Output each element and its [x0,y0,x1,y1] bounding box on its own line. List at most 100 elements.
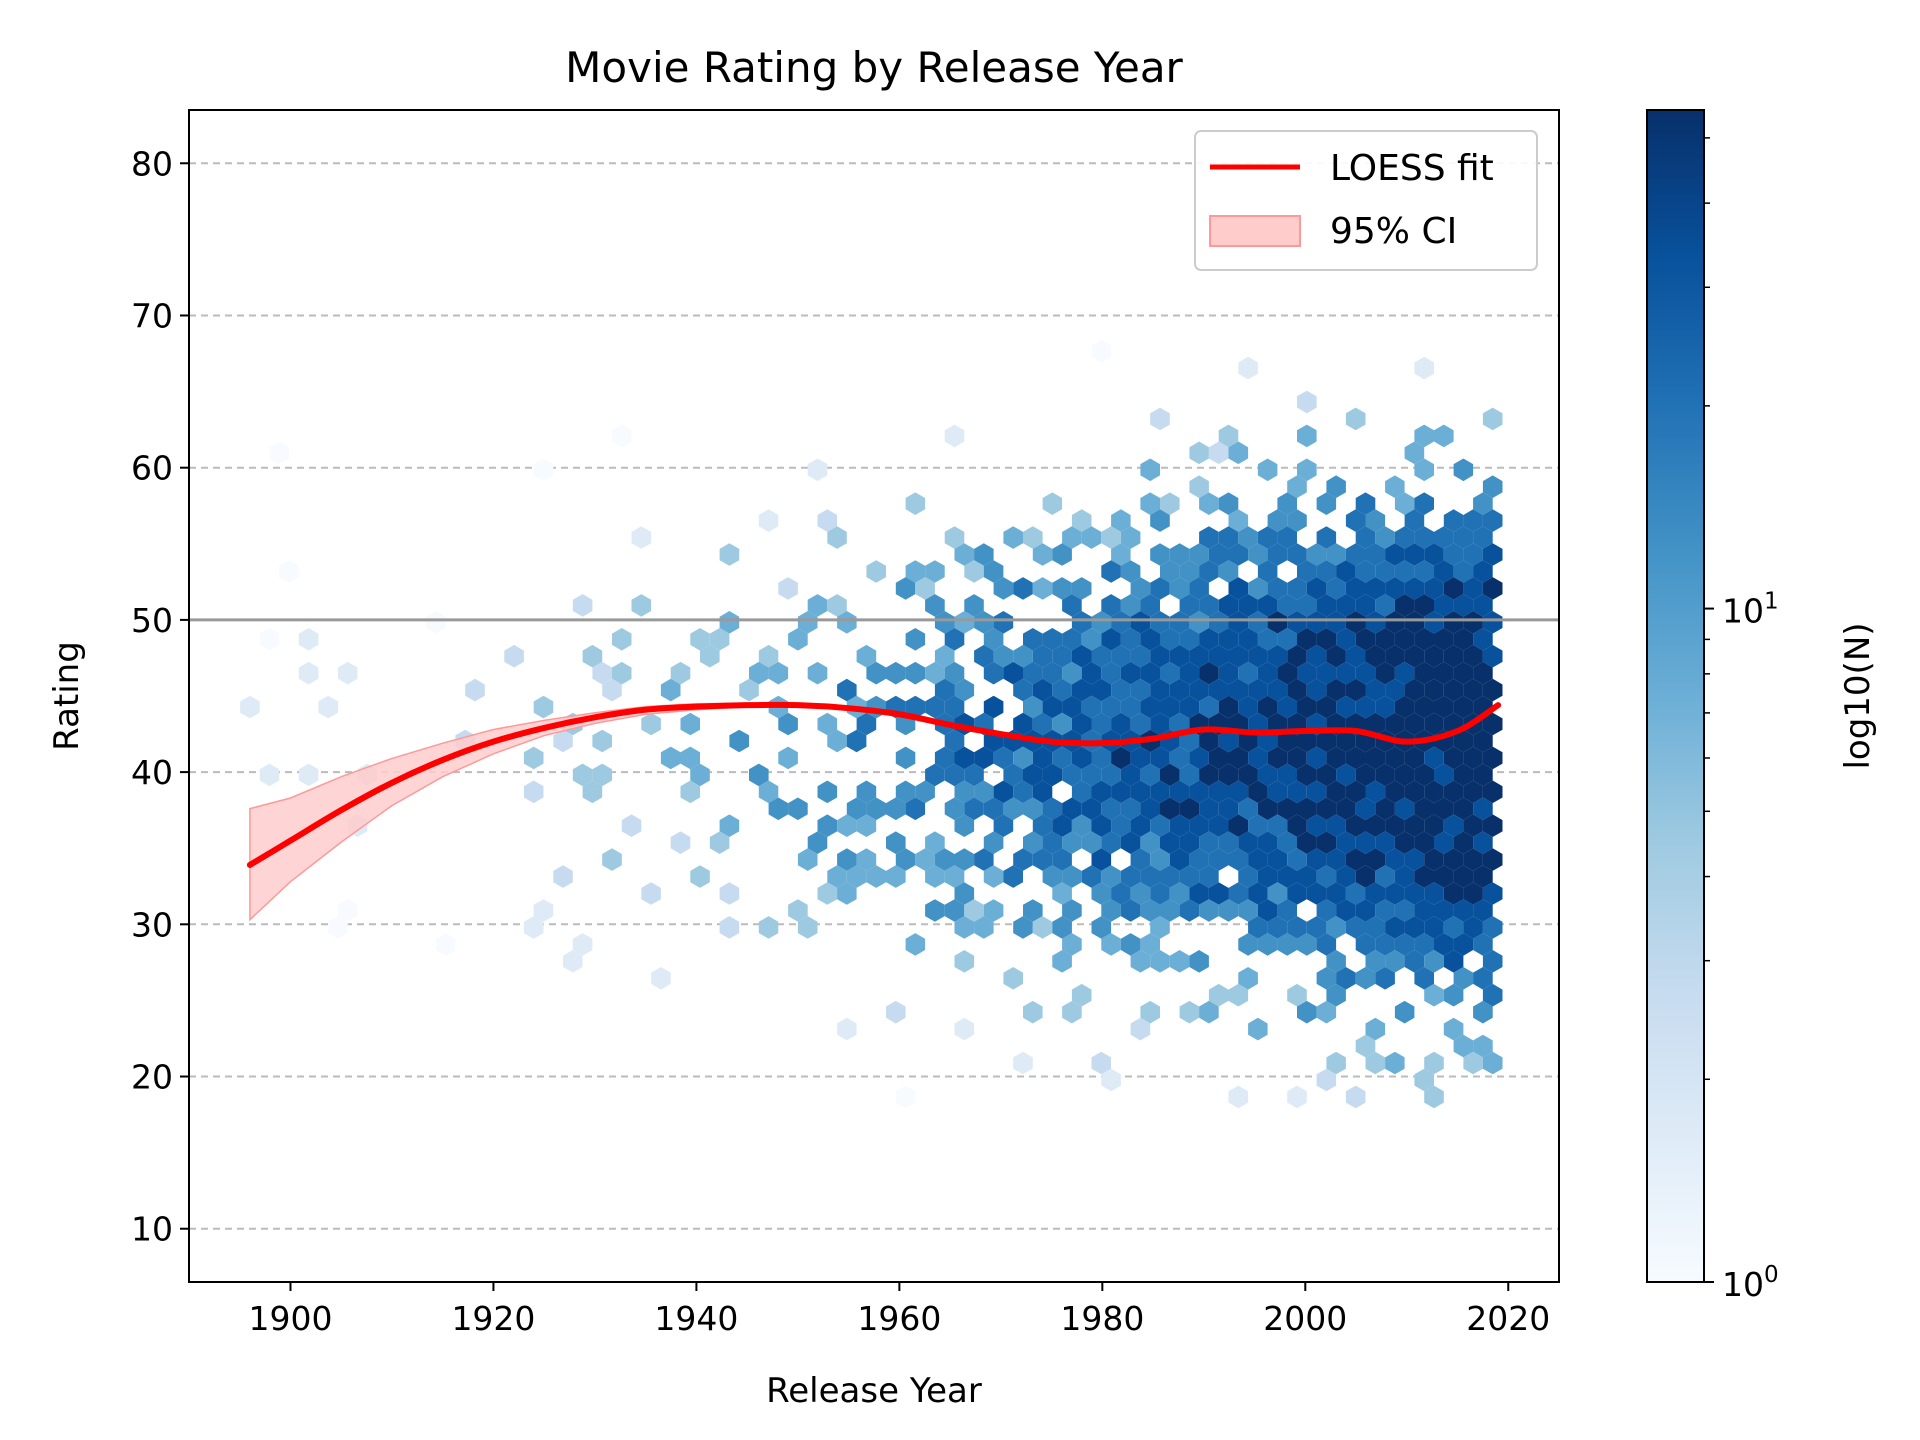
hexbin-cell [1424,611,1444,634]
hexbin-cell [1434,695,1454,719]
hexbin-cell [1140,661,1160,685]
hexbin-cell [621,814,642,837]
hexbin-cell [983,797,1004,821]
y-tick-label: 70 [131,296,173,335]
hexbin-cell [1228,509,1249,532]
hexbin-cell [1208,611,1229,634]
hexbin-cell [1463,780,1483,804]
hexbin-cell [533,695,554,719]
hexbin-cell [1199,695,1219,719]
hexbin-cell [905,560,926,583]
hexbin-cell [1385,577,1405,600]
hexbin-cell [1032,644,1053,668]
hexbin-cell [1287,1085,1307,1109]
hexbin-cell [1365,1017,1386,1041]
hexbin-cell [1111,644,1131,668]
hexbin-cell [1365,509,1386,532]
hexbin-cell [1111,814,1131,837]
hexbin-cell [328,916,348,939]
hexbin-cell [1071,509,1092,532]
hexbin-cell [1287,780,1307,804]
hexbin-cell [1277,933,1297,956]
hexbin-cell [856,814,877,837]
hexbin-cell [905,695,926,719]
hexbin-cell [1003,865,1023,888]
hexbin-cell [1042,695,1063,719]
hexbin-cell [1443,780,1464,804]
hexbin-cell [1120,526,1141,549]
hexbin-cell [1424,746,1444,770]
hexbin-cell [1326,611,1346,634]
hexbin-cell [1385,916,1405,939]
hexbin-cell [1473,526,1493,549]
hexbin-cell [1482,746,1503,770]
hexbin-cell [1140,899,1160,922]
hexbin-cell [846,729,867,753]
hexbin-cell [1424,1085,1444,1109]
hexbin-cell [1091,780,1112,804]
hexbin-cell [1385,712,1405,736]
colorbar-tick-label: 100 [1722,1262,1779,1304]
hexbin-cell [1424,712,1444,736]
hexbin-cell [1443,543,1464,566]
hexbin-cell [1208,644,1229,668]
hexbin-cell [1306,611,1327,634]
hexbin-cell [1473,661,1493,685]
hexbin-cell [1375,967,1395,990]
hexbin-cell [1434,865,1454,888]
hexbin-cell [1189,475,1209,498]
loess-fit-line [246,701,1502,868]
hexbin-cell [1238,628,1258,651]
hexbin-cell [1071,611,1092,634]
hexbin-cell [1052,916,1072,939]
hexbin-cell [1424,780,1444,804]
hexbin-cell [1443,746,1464,770]
hexbin-cell [1091,644,1112,668]
hexbin-cell [964,763,984,787]
x-axis-label: Release Year [766,1371,982,1411]
legend: LOESS fit 95% CI [1194,130,1538,271]
hexbin-cell [1042,661,1063,685]
hexbin-cell [1267,543,1288,566]
hexbin-cell [1267,848,1288,871]
hexbin-cell [1218,763,1239,787]
hexbin-cell [1042,628,1063,651]
hexbin-cell [1394,560,1415,583]
hexbin-cell [1297,458,1317,482]
hexbin-cell [1404,882,1425,905]
hexbin-cell [1345,407,1366,431]
loess-fit-layer [246,701,1502,868]
hexbin-cell [1297,628,1317,651]
hexbin-cell [1482,983,1503,1007]
hexbin-cell [758,644,779,668]
hexbin-cell [1345,543,1366,566]
hexbin-cell [1473,865,1493,888]
hexbin-cell [298,763,319,787]
hexbin-cell [964,797,984,821]
hexbin-cell [1130,814,1151,837]
hexbin-cell [602,678,622,702]
hexbin-cell [1394,763,1415,787]
hexbin-cell [954,543,975,566]
hexbin-cell [1297,865,1317,888]
hexbin-cell [749,763,769,787]
hexbin-cell [1414,865,1434,888]
hexbin-cell [1130,882,1151,905]
hexbin-cell [1160,865,1180,888]
hexbin-cell [1365,882,1386,905]
hexbin-cell [1081,695,1102,719]
hexbin-cell [1355,661,1376,685]
hexbin-cell [1297,661,1317,685]
hexbin-cell [523,916,544,939]
hexbin-cell [1375,831,1395,854]
hexbin-cell [729,729,749,753]
hexbin-cell [1365,916,1386,939]
hexbin-cell [1297,695,1317,719]
hexbin-cell [1385,882,1405,905]
hexbin-cell [1062,797,1082,821]
hexbin-cell [1385,780,1405,804]
hexbin-cell [1248,882,1268,905]
hexbin-cell [1473,628,1493,651]
hexbin-cell [1482,712,1503,736]
hexbin-cell [1160,695,1180,719]
